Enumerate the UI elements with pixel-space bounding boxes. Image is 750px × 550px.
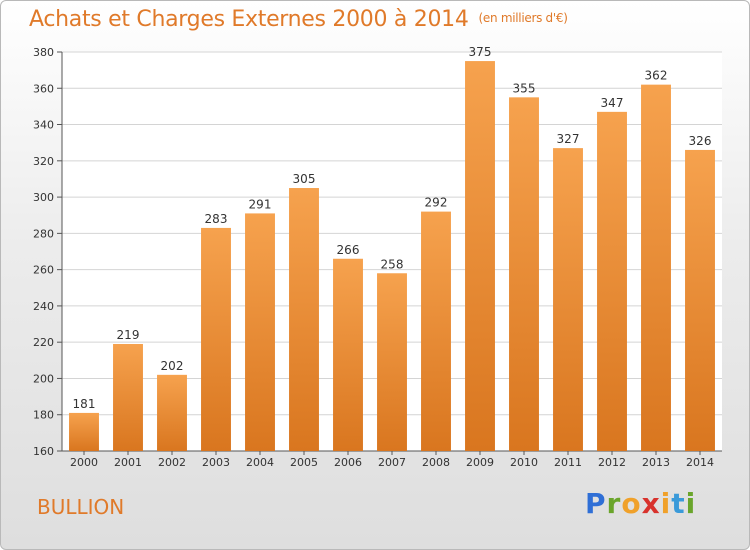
y-tick-label: 240 [33, 300, 54, 313]
bar-2011 [553, 148, 583, 451]
logo-letter: i [660, 487, 672, 520]
data-label: 362 [645, 69, 668, 83]
data-label: 327 [557, 132, 580, 146]
data-label: 219 [117, 328, 140, 342]
logo-letter: i [685, 487, 697, 520]
x-tick-label: 2007 [378, 456, 406, 469]
y-tick-label: 280 [33, 227, 54, 240]
y-tick-label: 200 [33, 372, 54, 385]
x-tick-label: 2003 [202, 456, 230, 469]
bar-2013 [641, 84, 671, 452]
logo-letter: r [606, 487, 622, 520]
x-tick-label: 2008 [422, 456, 450, 469]
data-label: 305 [293, 172, 316, 186]
data-label: 181 [73, 397, 96, 411]
y-tick-label: 340 [33, 119, 54, 132]
bar-2003 [201, 227, 231, 451]
bar-2001 [113, 343, 143, 451]
logo-letter: x [641, 487, 661, 520]
x-tick-label: 2010 [510, 456, 538, 469]
data-label: 355 [513, 81, 536, 95]
x-tick-label: 2013 [642, 456, 670, 469]
logo-letter: t [671, 487, 686, 520]
bar-2000 [69, 412, 99, 451]
bar-2010 [509, 97, 539, 451]
data-label: 283 [205, 212, 228, 226]
y-tick-label: 220 [33, 336, 54, 349]
place-name: BULLION [37, 495, 125, 519]
y-tick-label: 380 [33, 46, 54, 59]
y-tick-label: 160 [33, 445, 54, 458]
bar-2005 [289, 188, 319, 452]
data-label: 292 [425, 196, 448, 210]
bar-2012 [597, 111, 627, 451]
logo-letter: P [585, 487, 607, 520]
data-label: 202 [161, 359, 184, 373]
bar-2004 [245, 213, 275, 451]
y-tick-label: 180 [33, 409, 54, 422]
x-tick-label: 2004 [246, 456, 274, 469]
chart-title: Achats et Charges Externes 2000 à 2014 (e… [29, 7, 568, 32]
bar-2014 [685, 149, 715, 451]
bar-2009 [465, 61, 495, 452]
chart-title-text: Achats et Charges Externes 2000 à 2014 [29, 7, 469, 32]
bar-2008 [421, 211, 451, 451]
bar-2006 [333, 258, 363, 451]
x-tick-label: 2005 [290, 456, 318, 469]
y-tick-label: 320 [33, 155, 54, 168]
x-tick-label: 2001 [114, 456, 142, 469]
x-tick-label: 2006 [334, 456, 362, 469]
x-tick-label: 2011 [554, 456, 582, 469]
data-label: 375 [469, 45, 492, 59]
y-tick-label: 260 [33, 264, 54, 277]
data-label: 347 [601, 96, 624, 110]
x-tick-label: 2002 [158, 456, 186, 469]
x-tick-label: 2012 [598, 456, 626, 469]
bar-2007 [377, 273, 407, 451]
x-tick-label: 2014 [686, 456, 714, 469]
data-label: 266 [337, 243, 360, 257]
y-tick-label: 300 [33, 191, 54, 204]
bar-2002 [157, 374, 187, 451]
data-label: 326 [689, 134, 712, 148]
data-label: 258 [381, 257, 404, 271]
logo-letter: o [621, 487, 642, 520]
y-tick-label: 360 [33, 82, 54, 95]
x-tick-label: 2000 [70, 456, 98, 469]
data-label: 291 [249, 197, 272, 211]
chart-unit: (en milliers d'€) [478, 11, 568, 25]
proxiti-logo: Proxiti [585, 487, 696, 520]
x-tick-label: 2009 [466, 456, 494, 469]
